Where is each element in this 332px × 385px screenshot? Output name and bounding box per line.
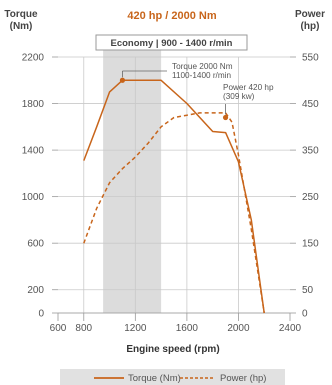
legend-power-label: Power (hp) <box>220 373 266 384</box>
y-right-tick-label: 350 <box>302 146 319 157</box>
x-tick-label: 600 <box>50 323 67 334</box>
right-axis-title-line1: Power <box>295 9 325 20</box>
torque-annotation-text: 1100-1400 r/min <box>172 71 231 80</box>
x-tick-label: 1200 <box>124 323 147 334</box>
y-right-tick-label: 150 <box>302 239 319 250</box>
y-left-tick-label: 600 <box>27 239 44 250</box>
y-right-tick-label: 250 <box>302 192 319 203</box>
power-peak-marker <box>222 114 229 121</box>
y-left-tick-label: 2200 <box>22 53 45 64</box>
torque-line <box>83 79 265 314</box>
economy-band <box>103 35 162 313</box>
y-right-tick-label: 450 <box>302 99 319 110</box>
economy-band-label-box <box>95 34 248 51</box>
legend: Torque (Nm) Power (hp) <box>60 369 285 385</box>
y-left-tick-label: 1000 <box>22 192 45 203</box>
y-left-tick-label: 0 <box>38 309 44 320</box>
left-axis-title-line1: Torque <box>4 9 38 20</box>
x-tick-label: 1600 <box>176 323 199 334</box>
x-tick-label: 2000 <box>227 323 250 334</box>
y-left-tick-label: 1800 <box>22 99 45 110</box>
x-tick-label: 2400 <box>279 323 302 334</box>
x-axis-title: Engine speed (rpm) <box>126 344 219 355</box>
economy-band-label: Economy | 900 - 1400 r/min <box>111 38 233 49</box>
legend-box <box>60 369 285 385</box>
power-annotation-text: (309 kw) <box>223 92 255 101</box>
y-right-tick-label: 0 <box>302 309 308 320</box>
left-axis-title-line2: (Nm) <box>10 21 33 32</box>
torque-annotation-text: Torque 2000 Nm <box>172 62 233 71</box>
power-annotation-text: Power 420 hp <box>223 83 274 92</box>
x-tick-label: 800 <box>75 323 92 334</box>
power-line <box>83 112 265 314</box>
torque-peak-marker <box>119 77 126 83</box>
chart-title: 420 hp / 2000 Nm <box>127 10 216 22</box>
y-left-tick-label: 200 <box>27 285 44 296</box>
right-axis-title-line2: (hp) <box>301 21 320 32</box>
y-right-tick-label: 550 <box>302 53 319 64</box>
y-right-tick-label: 50 <box>302 285 314 296</box>
y-left-tick-label: 1400 <box>22 146 45 157</box>
legend-torque-label: Torque (Nm) <box>128 373 181 384</box>
